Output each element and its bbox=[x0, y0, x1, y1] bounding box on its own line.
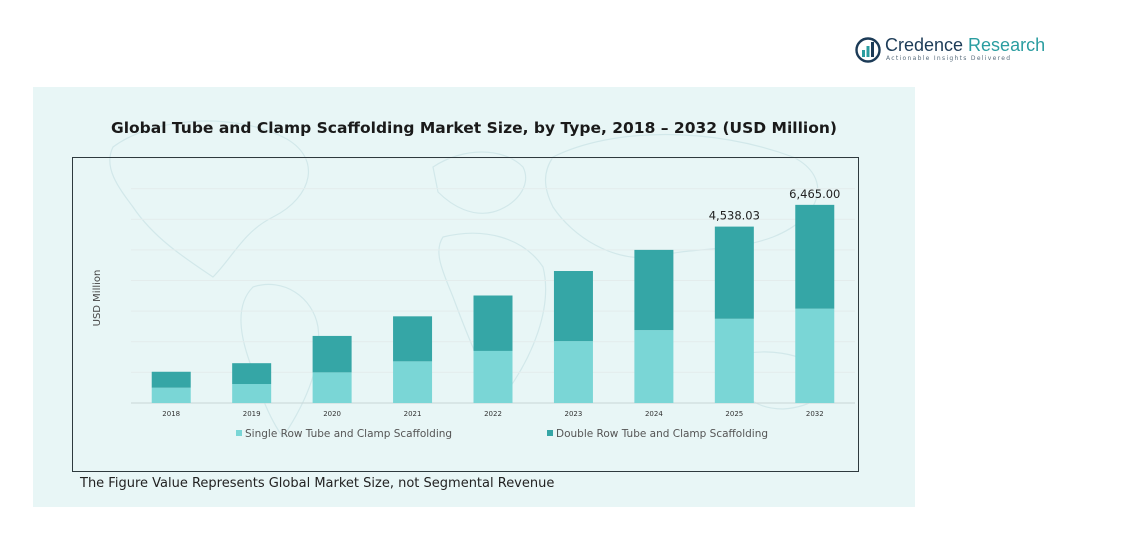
bar-single-row-2021 bbox=[393, 361, 433, 403]
bar-single-row-2023 bbox=[553, 341, 593, 403]
x-tick-label-2020: 2020 bbox=[323, 410, 341, 418]
legend-item-single-row: Single Row Tube and Clamp Scaffolding bbox=[236, 428, 452, 440]
x-tick-label-2023: 2023 bbox=[565, 410, 583, 418]
brand-name-part2: Research bbox=[963, 35, 1046, 55]
bar-double-row-2025 bbox=[714, 226, 754, 319]
legend-swatch bbox=[547, 430, 553, 436]
chart-frame: 4,538.03 6,465.00 2018 2019 2020 2021 2022 202… bbox=[72, 157, 859, 472]
brand-tagline: Actionable Insights Delivered bbox=[886, 55, 1012, 62]
footnote: The Figure Value Represents Global Marke… bbox=[80, 476, 555, 491]
bar-double-row-2032 bbox=[795, 204, 835, 309]
x-tick-label-2025: 2025 bbox=[725, 410, 743, 418]
bar-single-row-2022 bbox=[473, 350, 513, 403]
bar-single-row-2018 bbox=[151, 387, 191, 403]
bar-double-row-2019 bbox=[232, 363, 272, 385]
bar-double-row-2020 bbox=[312, 335, 352, 373]
chart-plot: 4,538.03 6,465.00 2018 2019 2020 2021 2022 202… bbox=[92, 158, 855, 440]
bar-double-row-2022 bbox=[473, 295, 513, 351]
x-tick-label-2032: 2032 bbox=[806, 410, 824, 418]
bar-double-row-2021 bbox=[393, 316, 433, 362]
bar-single-row-2020 bbox=[312, 372, 352, 403]
bar-single-row-2019 bbox=[232, 384, 272, 403]
legend-item-double-row: Double Row Tube and Clamp Scaffolding bbox=[547, 428, 768, 440]
bar-double-row-2018 bbox=[151, 371, 191, 388]
brand-name: Credence Research bbox=[885, 35, 1045, 56]
bar-double-row-2024 bbox=[634, 249, 674, 331]
brand-name-part1: Credence bbox=[885, 35, 964, 55]
legend-label: Single Row Tube and Clamp Scaffolding bbox=[245, 428, 452, 440]
y-axis-label: USD Million bbox=[92, 270, 103, 327]
x-tick-label-2019: 2019 bbox=[243, 410, 261, 418]
bar-single-row-2025 bbox=[714, 318, 754, 403]
bar-double-row-2023 bbox=[553, 271, 593, 342]
data-label-2032: 6,465.00 bbox=[789, 187, 840, 201]
data-label-2025: 4,538.03 bbox=[709, 209, 760, 223]
bar-single-row-2024 bbox=[634, 330, 674, 403]
x-tick-label-2024: 2024 bbox=[645, 410, 663, 418]
legend-label: Double Row Tube and Clamp Scaffolding bbox=[556, 428, 768, 440]
bar-single-row-2032 bbox=[795, 308, 835, 403]
logo-mark-icon bbox=[855, 37, 881, 63]
x-tick-label-2022: 2022 bbox=[484, 410, 502, 418]
legend-swatch bbox=[236, 430, 242, 436]
x-tick-label-2021: 2021 bbox=[404, 410, 422, 418]
x-tick-label-2018: 2018 bbox=[162, 410, 180, 418]
credence-research-logo[interactable]: Credence Research Actionable Insights De… bbox=[855, 34, 1045, 68]
chart-title: Global Tube and Clamp Scaffolding Market… bbox=[110, 119, 837, 137]
